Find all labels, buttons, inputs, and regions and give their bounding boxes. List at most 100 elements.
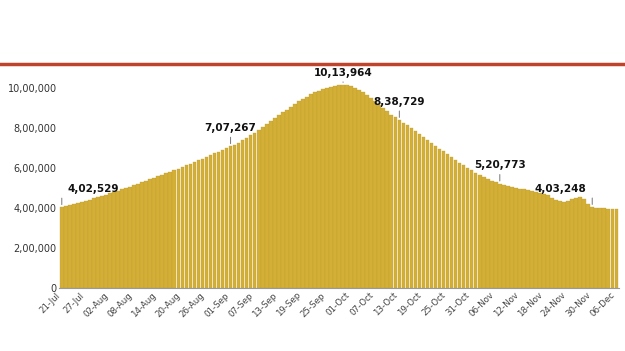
Bar	[237, 143, 241, 288]
Bar	[406, 125, 409, 288]
Bar	[434, 146, 437, 288]
Bar	[389, 114, 393, 288]
Bar	[144, 181, 148, 288]
Bar	[64, 206, 68, 288]
Text: 5,20,773: 5,20,773	[474, 160, 526, 170]
Bar	[429, 143, 433, 288]
Bar	[602, 208, 606, 288]
Bar	[269, 121, 272, 288]
Bar	[566, 201, 570, 288]
Bar	[181, 167, 184, 288]
Bar	[169, 172, 172, 288]
Bar	[345, 86, 349, 288]
Bar	[338, 85, 341, 288]
Bar	[68, 205, 72, 288]
Bar	[309, 94, 312, 288]
Bar	[112, 192, 116, 288]
Bar	[578, 197, 582, 288]
Bar	[305, 97, 309, 288]
Bar	[273, 118, 277, 288]
Bar	[164, 173, 168, 288]
Bar	[526, 190, 530, 288]
Bar	[141, 183, 144, 288]
Bar	[213, 153, 216, 288]
Bar	[571, 199, 574, 288]
Text: 10,13,964: 10,13,964	[314, 67, 372, 78]
Bar	[257, 130, 261, 288]
Bar	[72, 204, 76, 288]
Bar	[506, 186, 509, 288]
Bar	[76, 203, 79, 288]
Bar	[289, 107, 292, 288]
Bar	[104, 195, 107, 288]
Bar	[108, 193, 112, 288]
Bar	[245, 138, 249, 288]
Bar	[253, 133, 256, 288]
Bar	[538, 193, 542, 288]
Bar	[454, 160, 458, 288]
Bar	[534, 192, 538, 288]
Bar	[84, 201, 88, 288]
Text: 4,02,529: 4,02,529	[68, 184, 119, 194]
Bar	[176, 168, 180, 288]
Bar	[510, 187, 514, 288]
Bar	[261, 127, 264, 288]
Bar	[265, 124, 269, 288]
Bar	[313, 92, 317, 288]
Bar	[221, 150, 224, 288]
Bar	[394, 118, 397, 288]
Bar	[161, 175, 164, 288]
Bar	[209, 155, 212, 288]
Bar	[197, 160, 200, 288]
Bar	[373, 101, 377, 288]
Bar	[204, 157, 208, 288]
Text: Active cases continue to decline, now below 4.05 lakhs: Active cases continue to decline, now be…	[8, 22, 548, 40]
Bar	[502, 185, 506, 288]
Bar	[297, 101, 301, 288]
Bar	[542, 194, 546, 288]
Bar	[462, 165, 466, 288]
Bar	[217, 152, 221, 288]
Bar	[614, 209, 618, 288]
Bar	[438, 148, 441, 288]
Bar	[92, 198, 96, 288]
Bar	[136, 184, 140, 288]
Bar	[225, 148, 228, 288]
Bar	[301, 99, 305, 288]
Text: 8,38,729: 8,38,729	[374, 97, 425, 107]
Bar	[366, 95, 369, 288]
Bar	[558, 201, 562, 288]
Bar	[124, 188, 128, 288]
Bar	[116, 191, 120, 288]
Bar	[574, 198, 578, 288]
Bar	[349, 86, 353, 288]
Bar	[398, 120, 401, 288]
Bar	[229, 146, 232, 288]
Bar	[184, 165, 188, 288]
Bar	[599, 208, 602, 288]
Bar	[321, 89, 325, 288]
Bar	[414, 131, 418, 288]
Bar	[381, 108, 385, 288]
Bar	[96, 197, 100, 288]
Bar	[277, 115, 281, 288]
Bar	[591, 207, 594, 288]
Bar	[341, 85, 345, 288]
Bar	[518, 188, 522, 288]
Bar	[546, 196, 550, 288]
Bar	[562, 202, 566, 288]
Bar	[494, 183, 498, 288]
Bar	[450, 157, 453, 288]
Bar	[132, 185, 136, 288]
Bar	[550, 198, 554, 288]
Bar	[474, 173, 478, 288]
Bar	[378, 105, 381, 288]
Bar	[120, 190, 124, 288]
Bar	[386, 111, 389, 288]
Bar	[530, 191, 534, 288]
Bar	[152, 178, 156, 288]
Bar	[325, 88, 329, 288]
Bar	[401, 123, 405, 288]
Bar	[409, 128, 413, 288]
Text: 4,03,248: 4,03,248	[534, 184, 586, 194]
